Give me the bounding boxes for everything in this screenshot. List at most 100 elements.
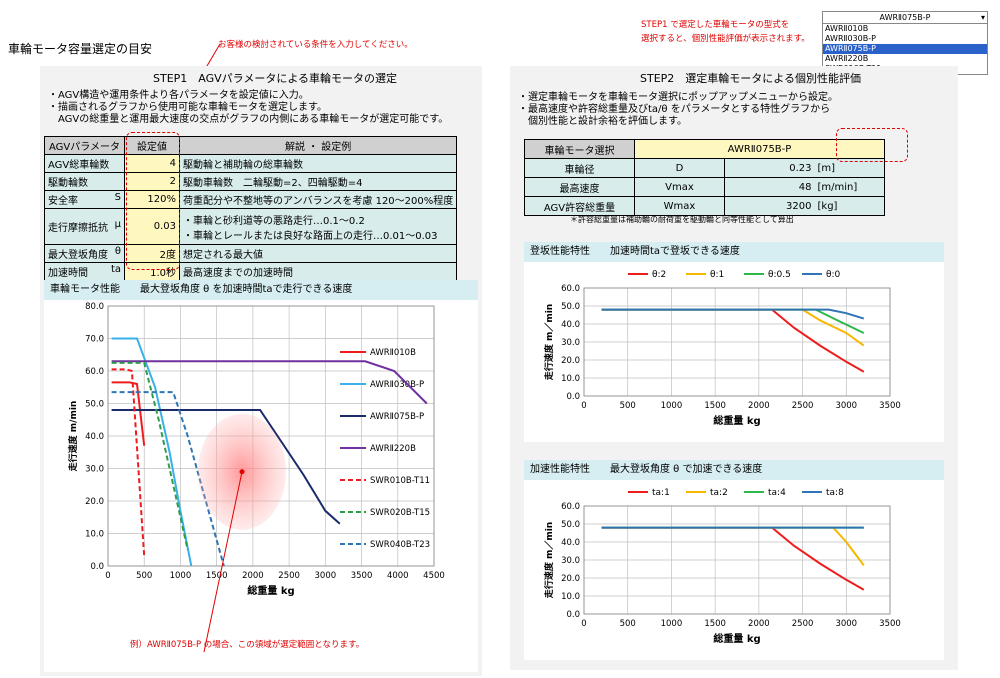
x-tick-label: 4500	[423, 571, 445, 581]
dropdown-selected-value: AWRⅡ075B-P	[879, 13, 931, 22]
x-axis-label: 総重量 kg	[713, 632, 760, 645]
x-tick-label: 2500	[278, 571, 300, 581]
motor-evaluation-table: 車輪モータ選択 AWRⅡ075B-P 車輪径 D 0.23 [m] 最高速度 Vmax 48…	[524, 139, 885, 216]
y-tick-label: 0.0	[566, 392, 580, 402]
x-tick-label: 500	[136, 571, 152, 581]
param-name-cell: 最大登坂角度 θ	[44, 244, 125, 263]
chart-header: 加速性能特性 最大登坂角度 θ で加速できる速度	[524, 460, 944, 480]
param-desc-line: 荷重配分や不整地等のアンバランスを考慮 120～200%程度	[183, 196, 454, 207]
step2-intro-line: ・最高速度や許容総重量及びta/θ をパラメータとする特性グラフから	[518, 104, 831, 115]
param-description: ・車輪と砂利道等の悪路走行…0.1～0.2 ・車輪とレールまたは良好な路面上の走行…	[178, 208, 458, 245]
agv-parameter-table: AGVパラメータ 設定値 解説 ・ 設定例 AGV総車輪数 4 駆動輪と補助輪の総車…	[44, 136, 458, 281]
table-header: 解説 ・ 設定例	[178, 136, 458, 155]
series-line	[601, 526, 865, 591]
spec-symbol: D	[634, 158, 725, 178]
table-row: 最高速度 Vmax 48 [m/min]	[524, 177, 885, 197]
dropdown-option[interactable]: AWRⅡ010B	[825, 24, 869, 33]
table-row: 安全率 S 120% 荷重配分や不整地等のアンバランスを考慮 120～200%程度	[44, 190, 458, 209]
y-tick-label: 60.0	[85, 367, 104, 377]
param-value-input[interactable]: 2度	[124, 244, 180, 263]
step2-title: STEP2 選定車輪モータによる個別性能評価	[640, 72, 861, 85]
step1-intro-line: AGVの総重量と運用最大速度の交点がグラフの内側にある車輪モータが選定可能です。	[48, 114, 449, 125]
x-tick-label: 1500	[704, 401, 726, 411]
y-tick-label: 60.0	[561, 502, 580, 512]
legend-label: AWRⅡ220B	[370, 444, 416, 454]
param-desc-line: 駆動輪と補助輪の総車輪数	[183, 160, 303, 171]
value-column-highlight	[126, 132, 180, 270]
param-name: 最大登坂角度	[48, 250, 108, 261]
param-symbol: θ	[114, 246, 121, 257]
select-hint-note-2: 選択すると、個別性能評価が表示されます。	[641, 34, 810, 44]
legend-label: θ:2	[652, 270, 666, 280]
spec-unit: [m/min]	[814, 177, 885, 197]
table-header: 設定値	[124, 136, 180, 155]
series-line	[601, 308, 865, 320]
climbing-performance-plot: 0.0 10.0 20.0 30.0 40.0 50.0 60.0 0 500 1000 1500 2…	[543, 270, 901, 427]
param-name: 駆動輪数	[48, 178, 88, 189]
spec-symbol: Wmax	[634, 196, 725, 216]
x-tick-label: 3500	[879, 401, 901, 411]
y-tick-label: 40.0	[85, 432, 104, 442]
table-row: 車輪径 D 0.23 [m]	[524, 158, 885, 178]
param-name: 安全率	[48, 196, 78, 207]
y-axis-label: 走行速度 m／min	[543, 304, 555, 381]
spec-unit: [m]	[814, 158, 885, 178]
spec-name: 最高速度	[524, 177, 635, 197]
param-value-input[interactable]: 0.03	[124, 208, 180, 245]
legend-label: AWRⅡ075B-P	[370, 412, 424, 422]
step2-panel: STEP2 選定車輪モータによる個別性能評価 ・選定車輪モータを車輪モータ選択に…	[510, 66, 958, 670]
param-symbol: ta	[110, 264, 121, 275]
x-tick-label: 2000	[242, 571, 264, 581]
y-tick-label: 10.0	[85, 530, 104, 540]
y-tick-label: 0.0	[90, 562, 104, 572]
selection-pointer-line	[203, 471, 243, 653]
step2-intro-line: ・選定車輪モータを車輪モータ選択にポップアップメニューから設定。	[518, 92, 838, 103]
param-description: 最高速度までの加速時間	[178, 262, 458, 281]
step1-intro: ・AGV構造や運用条件より各パラメータを設定値に入力。 ・描画されるグラフから使…	[48, 90, 448, 126]
spec-value: 3200	[724, 196, 815, 216]
dropdown-selected[interactable]: AWRⅡ075B-P ▾	[823, 12, 987, 24]
param-value-input[interactable]: 2	[124, 172, 180, 191]
param-name: 走行摩擦抵抗	[48, 223, 108, 234]
plot-area	[107, 305, 435, 567]
x-tick-label: 2500	[792, 401, 814, 411]
selection-range-note: 例）AWRⅡ075B-P の場合、この領域が選定範囲となります。	[130, 640, 365, 650]
param-name-cell: AGV総車輪数	[44, 154, 125, 173]
y-tick-label: 20.0	[561, 356, 580, 366]
y-axis-label: 走行速度 m／min	[543, 522, 555, 599]
chevron-down-icon[interactable]: ▾	[980, 13, 985, 22]
y-tick-label: 0.0	[566, 610, 580, 620]
x-tick-label: 1000	[661, 401, 683, 411]
param-desc-line: 駆動車輪数 二輪駆動=2、四輪駆動=4	[183, 178, 363, 189]
param-desc-line: 想定される最大値	[183, 250, 263, 261]
series-line	[111, 361, 189, 551]
select-cell-highlight	[836, 128, 908, 162]
dropdown-option[interactable]: AWRⅡ075B-P	[823, 44, 987, 54]
y-tick-label: 20.0	[561, 574, 580, 584]
step2-intro-line: 個別性能と設計余裕を評価します。	[518, 116, 687, 127]
y-tick-label: 10.0	[561, 592, 580, 602]
y-tick-label: 30.0	[561, 338, 580, 348]
step1-title: STEP1 AGVパラメータによる車輪モータの選定	[153, 72, 398, 85]
y-tick-label: 50.0	[561, 302, 580, 312]
table-row: AGV許容総重量 Wmax 3200 [kg]	[524, 196, 885, 216]
dropdown-option[interactable]: AWRⅡ220B	[825, 54, 869, 63]
y-tick-label: 70.0	[85, 335, 104, 345]
acceleration-performance-chart: 加速性能特性 最大登坂角度 θ で加速できる速度 0.0 10.0 20.0 30.0…	[524, 460, 944, 660]
param-desc-line: 最高速度までの加速時間	[183, 268, 293, 279]
x-tick-label: 1000	[170, 571, 192, 581]
table-row: 加速時間 ta 1.0秒 最高速度までの加速時間	[44, 262, 458, 281]
legend-label: θ:0	[826, 270, 841, 280]
y-tick-label: 30.0	[561, 556, 580, 566]
y-tick-label: 40.0	[561, 538, 580, 548]
table-header: AGVパラメータ	[44, 136, 125, 155]
param-name: AGV総車輪数	[48, 160, 110, 171]
spec-value: 0.23	[724, 158, 815, 178]
param-name-cell: 安全率 S	[44, 190, 125, 209]
legend-label: ta:1	[652, 488, 670, 498]
legend-label: AWRⅡ030B-P	[370, 380, 424, 390]
legend-label: SWR010B-T11	[370, 476, 430, 486]
x-tick-label: 4000	[387, 571, 409, 581]
dropdown-option[interactable]: AWRⅡ030B-P	[825, 34, 876, 43]
table-row: 最大登坂角度 θ 2度 想定される最大値	[44, 244, 458, 263]
